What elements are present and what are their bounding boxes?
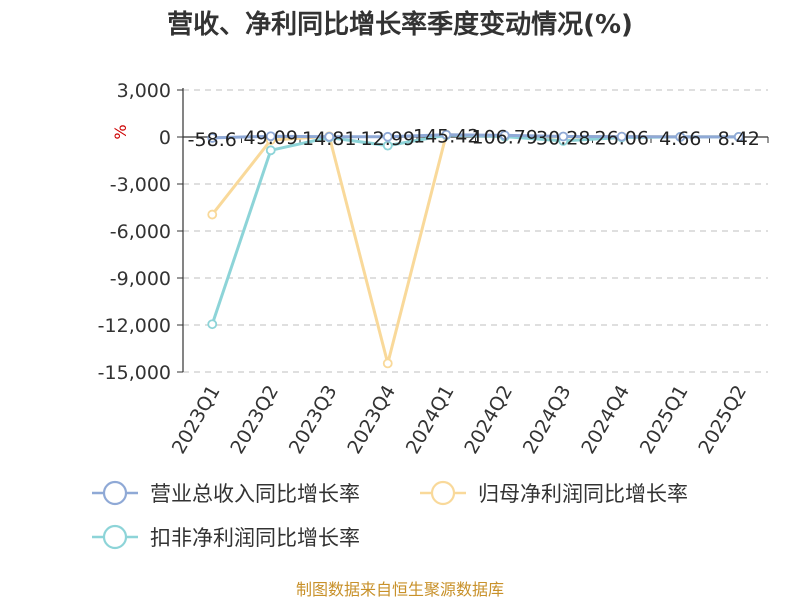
x-tick-label: 2023Q3	[285, 382, 342, 458]
data-point	[382, 358, 393, 369]
data-point	[207, 209, 218, 220]
y-tick-label: -6,000	[110, 221, 171, 243]
x-tick-label: 2025Q2	[694, 382, 751, 458]
data-point	[616, 131, 627, 142]
data-point	[382, 131, 393, 142]
x-tick-label: 2025Q1	[636, 382, 693, 458]
x-tick-label: 2024Q2	[460, 382, 517, 458]
grid-lines	[183, 89, 768, 373]
legend-item[interactable]: 扣非净利润同比增长率	[92, 524, 360, 550]
y-tick-label: -9,000	[110, 268, 171, 290]
data-point	[558, 131, 569, 142]
y-tick-label: -15,000	[98, 362, 171, 384]
legend-label: 扣非净利润同比增长率	[150, 526, 360, 550]
data-label: 145.42	[413, 126, 479, 148]
legend-marker-icon	[102, 524, 128, 550]
data-point	[207, 133, 218, 143]
legend-item[interactable]: 归母净利润同比增长率	[420, 480, 688, 506]
legend-marker-icon	[430, 480, 456, 506]
data-point	[324, 131, 335, 142]
chart-title: 营收、净利同比增长率季度变动情况(%)	[167, 9, 633, 40]
data-label: 4.66	[659, 128, 701, 150]
legend-label: 归母净利润同比增长率	[478, 482, 688, 506]
y-tick-label: -3,000	[110, 174, 171, 196]
data-point	[733, 131, 744, 142]
data-label: -58.6	[188, 129, 237, 151]
data-label: 49.09	[244, 127, 298, 149]
legend-marker-icon	[102, 480, 128, 506]
series-lines	[207, 129, 744, 369]
data-label: 26.06	[595, 128, 649, 150]
x-tick-label: 2023Q2	[226, 382, 283, 458]
data-point	[265, 131, 276, 142]
x-tick-label: 2024Q1	[402, 382, 459, 458]
data-source-note: 制图数据来自恒生聚源数据库	[296, 580, 504, 599]
legend-item[interactable]: 营业总收入同比增长率	[92, 480, 360, 506]
y-tick-label: 3,000	[117, 80, 171, 102]
x-tick-label: 2023Q1	[168, 382, 225, 458]
y-unit-label: %	[111, 124, 130, 139]
data-label: 8.42	[718, 128, 760, 150]
data-label: 12.99	[361, 128, 415, 150]
series-line	[212, 133, 739, 140]
y-tick-label: 0	[159, 127, 171, 149]
series-line	[211, 133, 739, 365]
data-point	[207, 319, 218, 330]
data-point	[441, 129, 452, 140]
x-tick-label: 2024Q3	[519, 382, 576, 458]
data-point	[499, 130, 510, 141]
data-label: 14.81	[302, 128, 356, 150]
x-tick-label: 2024Q4	[577, 382, 634, 458]
legend-label: 营业总收入同比增长率	[150, 482, 360, 506]
x-tick-label: 2023Q4	[343, 382, 400, 458]
data-point	[675, 132, 686, 142]
data-label: 30.28	[536, 128, 590, 150]
data-label: 106.79	[472, 126, 538, 148]
y-tick-label: -12,000	[98, 315, 171, 337]
series-line	[210, 133, 739, 325]
data-point	[265, 145, 276, 156]
